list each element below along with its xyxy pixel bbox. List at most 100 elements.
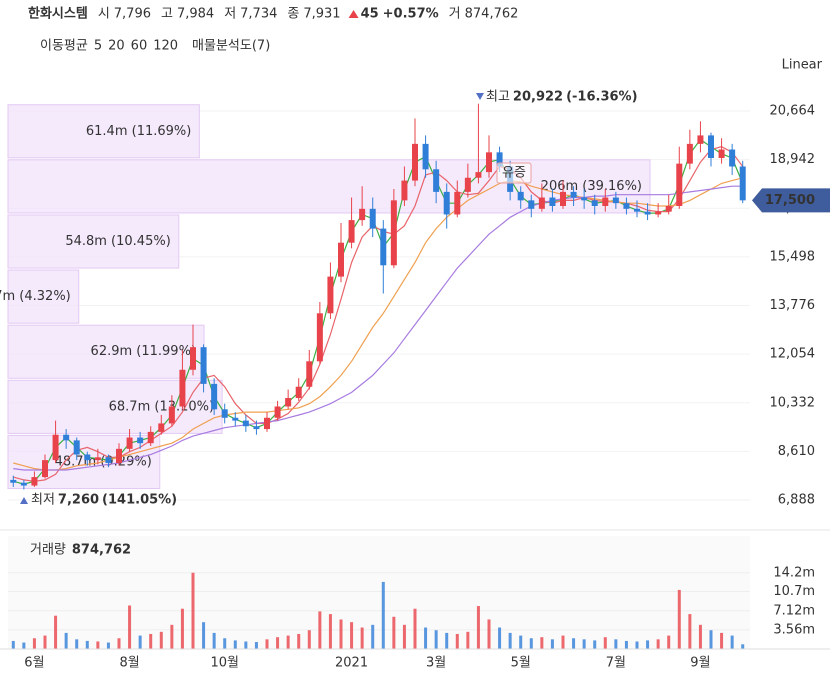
volume-bar (476, 606, 480, 649)
volume-bar (85, 640, 89, 649)
y-tick-label: 20,664 (770, 104, 816, 119)
change-value: 45 (361, 7, 379, 22)
candle-body (697, 135, 704, 144)
max-label: 최고 (486, 90, 510, 105)
volume-bar (75, 639, 79, 649)
candle-body (602, 197, 609, 206)
event-label: 유증 (502, 166, 526, 181)
candle-body (31, 477, 38, 486)
scale-label[interactable]: Linear (782, 58, 823, 73)
max-change: (-16.36%) (566, 90, 637, 105)
x-tick-label: 8월 (119, 656, 139, 671)
candle-body (486, 152, 492, 173)
candle-body (401, 180, 408, 201)
x-tick-label: 5월 (511, 656, 531, 671)
profile-title: 매물분석도(7) (192, 39, 270, 54)
volume-bar (540, 637, 544, 649)
volume-bar (413, 608, 417, 649)
y-tick-label: 10,332 (770, 395, 816, 410)
volume-bar (709, 630, 713, 649)
candle-body (147, 431, 154, 444)
volume-bar (582, 639, 586, 649)
volume-bar (212, 632, 216, 649)
candle-body (665, 205, 672, 212)
candle-body (528, 200, 535, 209)
volume-bar (614, 639, 618, 649)
max-value: 20,922 (513, 90, 563, 105)
volume-tick-label: 10.7m (773, 584, 815, 599)
candle-body (179, 369, 186, 407)
candle-body (105, 457, 112, 463)
volume-bar (667, 635, 671, 649)
volume-latest: 874,762 (72, 543, 131, 558)
volume-bar (529, 638, 533, 649)
profile-bar (7, 379, 223, 434)
candle-body (422, 143, 429, 170)
legend-entry: 20 (108, 39, 125, 54)
x-tick-label: 10월 (210, 656, 239, 671)
ma-line (13, 177, 743, 471)
volume-bar (698, 624, 702, 649)
volume-bar (741, 644, 745, 649)
volume-bar (191, 572, 195, 649)
profile-bar (7, 214, 180, 269)
candle-body (644, 211, 651, 215)
candle-body (570, 191, 577, 198)
candle-body (137, 437, 144, 444)
volume-bar (339, 619, 343, 649)
volume-bar (128, 605, 132, 649)
candle-body (718, 149, 725, 158)
candle-body (390, 200, 397, 266)
candle-body (729, 149, 736, 167)
candle-body (116, 448, 122, 463)
candle-body (10, 479, 17, 483)
y-tick-label: 15,498 (770, 249, 816, 264)
volume-bar (434, 630, 438, 649)
profile-bar (7, 104, 200, 159)
volume-bar (307, 630, 311, 649)
header-value: 7,734 (240, 7, 277, 22)
volume-bar (96, 641, 100, 649)
candle-body (63, 434, 70, 441)
y-tick-label: 18,942 (770, 152, 816, 167)
profile-label: 54.8m (10.45%) (65, 234, 170, 249)
change-icon (348, 10, 359, 18)
candle-body (560, 191, 566, 206)
candle-body (285, 398, 292, 407)
volume-bar (318, 611, 322, 649)
volume-bar (677, 589, 681, 649)
volume-bar (720, 632, 724, 649)
candle-body (348, 220, 355, 243)
volume-bar (328, 614, 332, 649)
event-box (496, 162, 532, 184)
volume-bar (624, 640, 628, 649)
volume-tick-label: 3.56m (773, 622, 815, 637)
volume-bar (593, 640, 597, 649)
y-tick-label: 12,054 (770, 347, 816, 362)
candle-body (369, 208, 376, 229)
volume-bar (445, 632, 449, 649)
y-tick-label: 8,610 (778, 444, 815, 459)
volume-bar (106, 642, 110, 649)
volume-bar (656, 639, 660, 649)
legend-entry: 60 (131, 39, 148, 54)
candle-body (686, 143, 693, 164)
stock-name: 한화시스템 (28, 6, 88, 22)
volume-bar (381, 581, 385, 649)
volume-bar (244, 641, 248, 649)
candle-body (306, 361, 313, 387)
volume-bar (635, 641, 639, 649)
candle-body (380, 228, 387, 266)
header-value: 874,762 (465, 7, 519, 22)
candle-body (739, 166, 746, 201)
candle-body (274, 406, 281, 418)
change-pct: +0.57% (383, 7, 439, 22)
candle-body (211, 383, 218, 410)
min-value: 7,260 (58, 493, 99, 508)
candle-body (158, 423, 165, 432)
volume-bar (149, 633, 153, 649)
x-tick-label: 9월 (690, 656, 710, 671)
volume-bar (22, 642, 26, 649)
